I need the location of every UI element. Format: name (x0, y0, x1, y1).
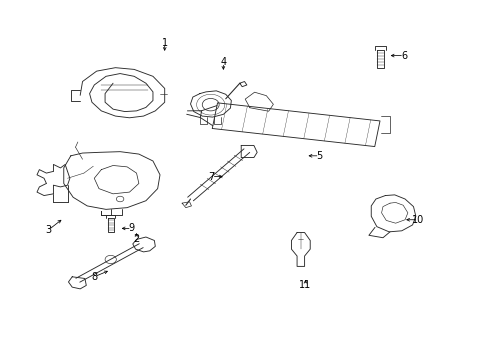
Text: 5: 5 (316, 151, 322, 161)
Text: 7: 7 (208, 172, 214, 181)
Text: 2: 2 (133, 234, 140, 244)
Text: 9: 9 (128, 224, 135, 233)
Text: 8: 8 (91, 272, 97, 282)
Text: 6: 6 (400, 51, 407, 60)
Text: 3: 3 (45, 225, 51, 235)
Text: 4: 4 (220, 58, 226, 67)
Text: 1: 1 (162, 39, 167, 49)
Text: 10: 10 (411, 215, 424, 225)
Text: 11: 11 (299, 280, 311, 291)
